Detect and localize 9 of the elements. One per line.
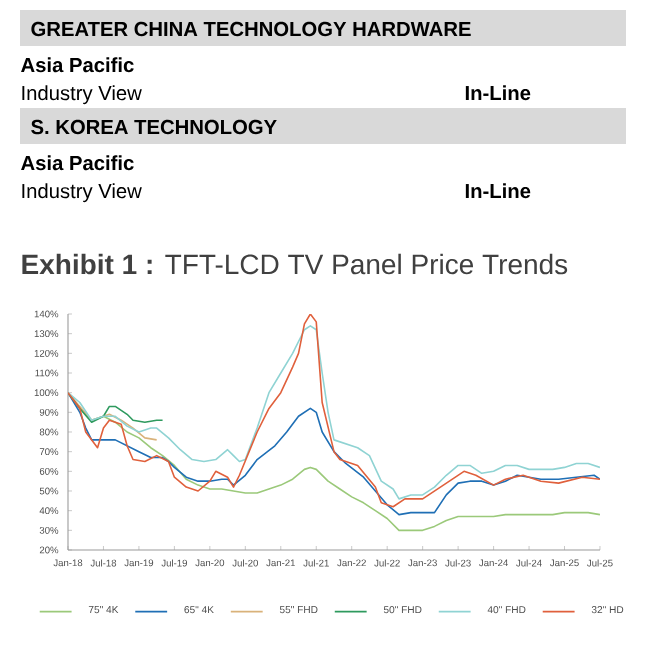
text: Asia Pacific: [21, 57, 134, 73]
text: Asia Pacific: [21, 155, 134, 171]
text: GREATER CHINA TECHNOLOGY HARDWARE: [31, 21, 471, 37]
text: S. KOREA TECHNOLOGY: [31, 119, 277, 135]
text: In-Line: [465, 85, 531, 101]
chart-title: Exhibit 1 : TFT-LCD TV Panel Price Trends: [22, 253, 568, 275]
text: In-Line: [465, 183, 531, 199]
text: Industry View: [22, 183, 142, 203]
text: Industry View: [22, 85, 142, 105]
